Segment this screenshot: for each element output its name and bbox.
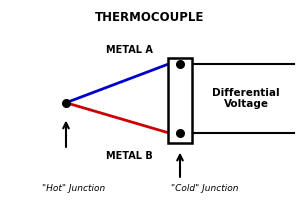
Text: METAL B: METAL B: [106, 151, 152, 161]
Text: METAL A: METAL A: [106, 45, 152, 55]
Text: "Cold" Junction: "Cold" Junction: [171, 184, 238, 193]
Bar: [168, 58, 192, 143]
Text: THERMOCOUPLE: THERMOCOUPLE: [95, 11, 205, 24]
Text: Differential
Voltage: Differential Voltage: [212, 88, 280, 109]
Text: "Hot" Junction: "Hot" Junction: [42, 184, 105, 193]
